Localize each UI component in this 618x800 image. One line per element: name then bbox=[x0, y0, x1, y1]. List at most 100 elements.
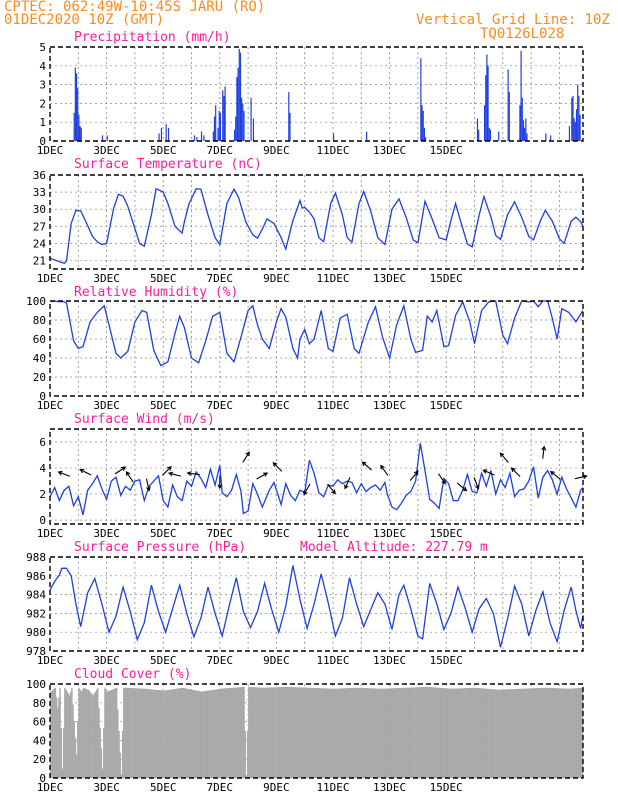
model-altitude-note: Model Altitude: 227.79 m bbox=[300, 540, 488, 555]
precip-bar bbox=[250, 97, 252, 141]
x-tick-label: 13DEC bbox=[373, 399, 406, 412]
precip-bar bbox=[423, 127, 426, 141]
cloud-bar bbox=[146, 688, 149, 778]
cloud-bar bbox=[105, 689, 107, 778]
cloud-bar bbox=[537, 688, 539, 778]
cloud-bar bbox=[123, 687, 125, 778]
x-tick-label: 5DEC bbox=[150, 272, 177, 285]
cloud-bar bbox=[454, 688, 456, 778]
cloud-bar bbox=[459, 688, 461, 778]
pressure-title: Surface Pressure (hPa) bbox=[74, 540, 246, 555]
cloud-bar bbox=[382, 688, 384, 778]
x-tick-label: 9DEC bbox=[263, 527, 290, 540]
cloud-bar bbox=[316, 688, 318, 778]
cloud-bar bbox=[203, 691, 205, 778]
x-tick-label: 11DEC bbox=[316, 781, 349, 794]
cloud-bar bbox=[289, 686, 291, 778]
cloud-bar bbox=[428, 686, 430, 778]
cloud-bar bbox=[163, 690, 165, 778]
cloud-bar bbox=[410, 687, 413, 778]
cloud-bar bbox=[350, 687, 353, 778]
cloud-bar bbox=[465, 688, 467, 778]
cloud-bar bbox=[402, 687, 404, 778]
panel-frame bbox=[49, 683, 584, 779]
y-tick-label: 982 bbox=[26, 607, 46, 620]
cloud-bar bbox=[137, 688, 139, 778]
cloud-bar bbox=[528, 688, 531, 778]
precip-bar bbox=[578, 95, 580, 141]
cloud-bar bbox=[292, 687, 295, 778]
cloud-bar bbox=[52, 689, 54, 778]
y-tick-label: 30 bbox=[33, 203, 46, 216]
cloud-bar bbox=[228, 688, 230, 778]
cloud-bar bbox=[291, 687, 294, 778]
cloud-bar bbox=[388, 688, 390, 778]
cloud-bar bbox=[156, 689, 158, 778]
x-tick-label: 1DEC bbox=[37, 654, 64, 667]
cloud-bar bbox=[100, 748, 103, 778]
cloud-bar bbox=[189, 689, 191, 778]
y-tick-label: 20 bbox=[33, 753, 46, 766]
cloud-bar bbox=[578, 688, 580, 778]
cloud-bar bbox=[554, 688, 557, 778]
x-tick-label: 1DEC bbox=[37, 144, 64, 157]
precip-bar bbox=[106, 135, 108, 141]
precip-bar bbox=[158, 133, 160, 141]
cloud-bar bbox=[51, 690, 53, 778]
cloud-bar bbox=[559, 688, 561, 778]
cloud-bar bbox=[112, 689, 114, 778]
cloud-bar bbox=[159, 690, 162, 778]
cloud-bar bbox=[422, 687, 425, 778]
cloud-bar bbox=[503, 689, 506, 778]
cloud-bar bbox=[305, 687, 308, 778]
cloud-bar bbox=[430, 687, 433, 778]
cloud-bar bbox=[167, 689, 170, 778]
cloud-bar bbox=[386, 688, 388, 778]
cloud-bar bbox=[353, 687, 355, 778]
precip-bar bbox=[238, 48, 240, 141]
cloud-bar bbox=[518, 688, 520, 778]
cloud-bar bbox=[130, 687, 132, 778]
cloud-bar bbox=[302, 687, 304, 778]
cloud-bar bbox=[219, 688, 222, 778]
cloud-bar bbox=[482, 688, 485, 778]
cloud-bar bbox=[456, 688, 459, 778]
cloud-bar bbox=[184, 688, 186, 778]
cloud-bar bbox=[287, 686, 289, 778]
temperature-line bbox=[49, 187, 584, 265]
cloud-bar bbox=[270, 687, 272, 778]
cloud-bar bbox=[244, 731, 246, 778]
precip-bar bbox=[160, 127, 163, 141]
cloud-bar bbox=[368, 688, 370, 778]
cloud-bar bbox=[462, 688, 465, 778]
cloud-bar bbox=[356, 687, 358, 778]
cloud-bar bbox=[297, 687, 300, 778]
cloud-bar bbox=[496, 689, 499, 778]
cloud-bar bbox=[251, 687, 254, 778]
x-tick-label: 7DEC bbox=[207, 781, 234, 794]
cloud-bar bbox=[374, 688, 376, 778]
cloud-bar bbox=[448, 688, 450, 778]
precipitation-title: Precipitation (mm/h) bbox=[74, 30, 231, 45]
cloud-bar bbox=[206, 690, 209, 778]
cloud-bar bbox=[567, 688, 570, 778]
cloud-bar bbox=[447, 688, 449, 778]
wind-arrow bbox=[79, 468, 92, 476]
precip-bar bbox=[222, 90, 224, 141]
cloud-bar bbox=[150, 689, 152, 778]
cloud-bar bbox=[204, 690, 206, 778]
cloud-bar bbox=[230, 687, 232, 778]
cloud-bar bbox=[120, 774, 123, 778]
cloud-bar bbox=[491, 689, 493, 778]
cloud-bar bbox=[210, 690, 212, 778]
cloud-bar bbox=[417, 687, 420, 778]
cloud-bar bbox=[548, 687, 551, 778]
precip-bar bbox=[521, 97, 523, 141]
wind-arrow bbox=[125, 470, 134, 483]
y-tick-label: 2 bbox=[39, 488, 46, 501]
precip-bar bbox=[525, 118, 527, 141]
cloud-bar bbox=[494, 689, 496, 778]
cloud-bar bbox=[424, 686, 427, 778]
cloud-bar bbox=[165, 690, 167, 778]
